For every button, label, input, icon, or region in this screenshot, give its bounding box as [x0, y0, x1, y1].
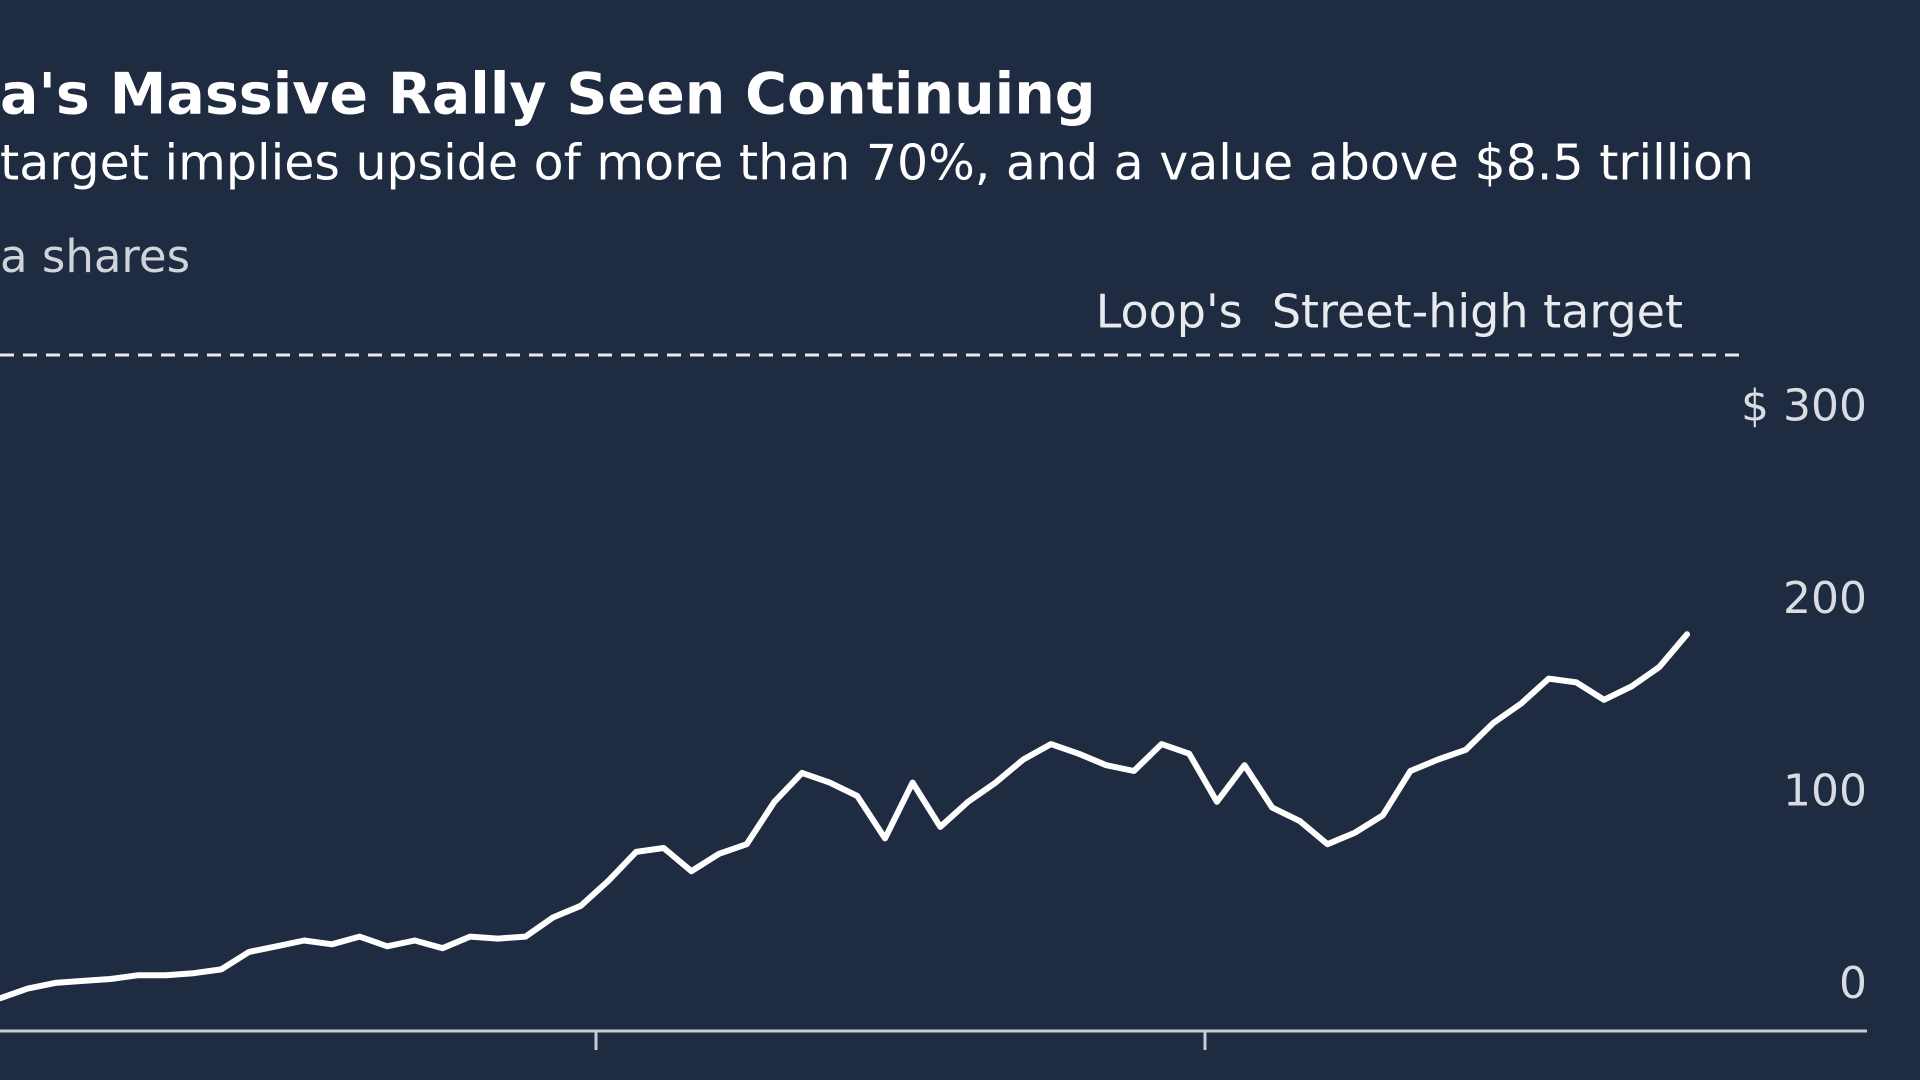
y-tick-label: 200	[1783, 573, 1867, 624]
y-axis-label: a shares	[0, 230, 190, 283]
chart-subtitle: target implies upside of more than 70%, …	[0, 135, 1754, 192]
chart-title: a's Massive Rally Seen Continuing	[0, 62, 1096, 128]
y-tick-label: 0	[1839, 958, 1867, 1009]
y-tick-label: $ 300	[1741, 380, 1867, 431]
y-tick-label: 100	[1783, 765, 1867, 816]
target-label: Loop's Street-high target	[1096, 285, 1683, 339]
price-line	[0, 631, 1690, 1002]
